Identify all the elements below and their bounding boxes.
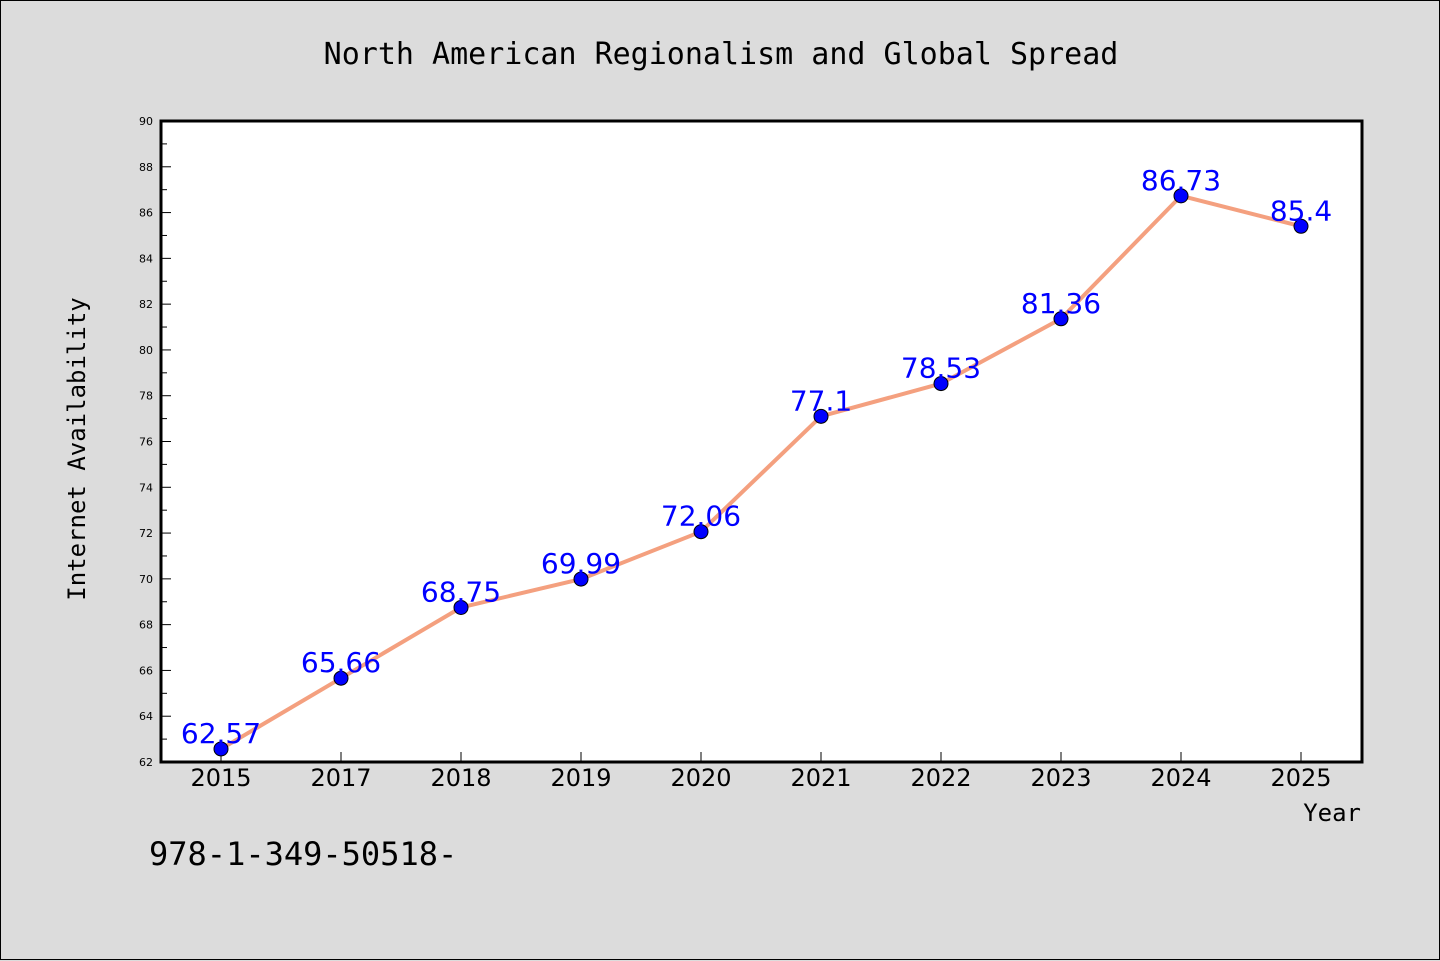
series-group: 62.57 65.66 68.75 69.99 72.06 77.1 78.53 81.36 8… [181, 164, 1332, 757]
data-point-marker [453, 599, 469, 615]
data-point-marker [1293, 218, 1309, 234]
data-point-marker [213, 741, 229, 757]
y-tick-label: 80 [139, 344, 153, 357]
y-tick-label: 74 [139, 481, 153, 494]
x-tick-label: 2021 [790, 764, 851, 792]
x-tick-label: 2020 [670, 764, 731, 792]
data-label: 65.66 [301, 646, 381, 679]
data-point-marker [333, 670, 349, 686]
plot-area [159, 119, 1364, 764]
data-label: 77.1 [790, 384, 852, 417]
chart-title: North American Regionalism and Global Sp… [324, 37, 1119, 72]
y-tick-label: 76 [139, 436, 153, 449]
data-point-marker [1173, 188, 1189, 204]
y-axis-label: Internet Availability [63, 297, 91, 600]
x-tick-label: 2019 [550, 764, 611, 792]
y-tick-label: 68 [139, 619, 153, 632]
x-axis: 2015 2017 2018 2019 2020 2021 2022 2023 2024 2025 [190, 752, 1332, 792]
y-tick-label: 86 [139, 207, 153, 220]
data-label: 62.57 [181, 717, 261, 750]
x-tick-label: 2023 [1030, 764, 1091, 792]
y-axis: 62 64 66 68 70 72 74 76 78 80 82 84 86 88 90 [139, 115, 171, 769]
data-label: 68.75 [421, 575, 501, 608]
x-tick-label: 2025 [1270, 764, 1331, 792]
y-tick-label: 90 [139, 115, 153, 128]
y-tick-label: 82 [139, 298, 153, 311]
x-tick-label: 2015 [190, 764, 251, 792]
series-line [219, 193, 1302, 751]
data-label: 86.73 [1141, 164, 1221, 197]
y-tick-label: 78 [139, 390, 153, 403]
data-label: 85.4 [1270, 194, 1332, 227]
y-tick-label: 64 [139, 710, 153, 723]
x-axis-label: Year [1303, 799, 1361, 827]
x-tick-label: 2017 [310, 764, 371, 792]
data-point-marker [933, 376, 949, 392]
data-label: 81.36 [1021, 287, 1101, 320]
y-tick-label: 62 [139, 756, 153, 769]
y-tick-label: 70 [139, 573, 153, 586]
x-tick-label: 2024 [1150, 764, 1211, 792]
x-tick-label: 2022 [910, 764, 971, 792]
y-tick-label: 72 [139, 527, 153, 540]
data-point-marker [1053, 311, 1069, 327]
data-point-marker [693, 524, 709, 540]
y-tick-label: 66 [139, 664, 153, 677]
y-tick-label: 84 [139, 252, 153, 265]
data-point-marker [813, 408, 829, 424]
data-label: 72.06 [661, 500, 741, 533]
data-label: 78.53 [901, 352, 981, 385]
footer-isbn-text: 978-1-349-50518- [149, 835, 457, 873]
x-tick-label: 2018 [430, 764, 491, 792]
data-point-marker [573, 571, 589, 587]
data-label: 69.99 [541, 547, 621, 580]
y-tick-label: 88 [139, 161, 153, 174]
